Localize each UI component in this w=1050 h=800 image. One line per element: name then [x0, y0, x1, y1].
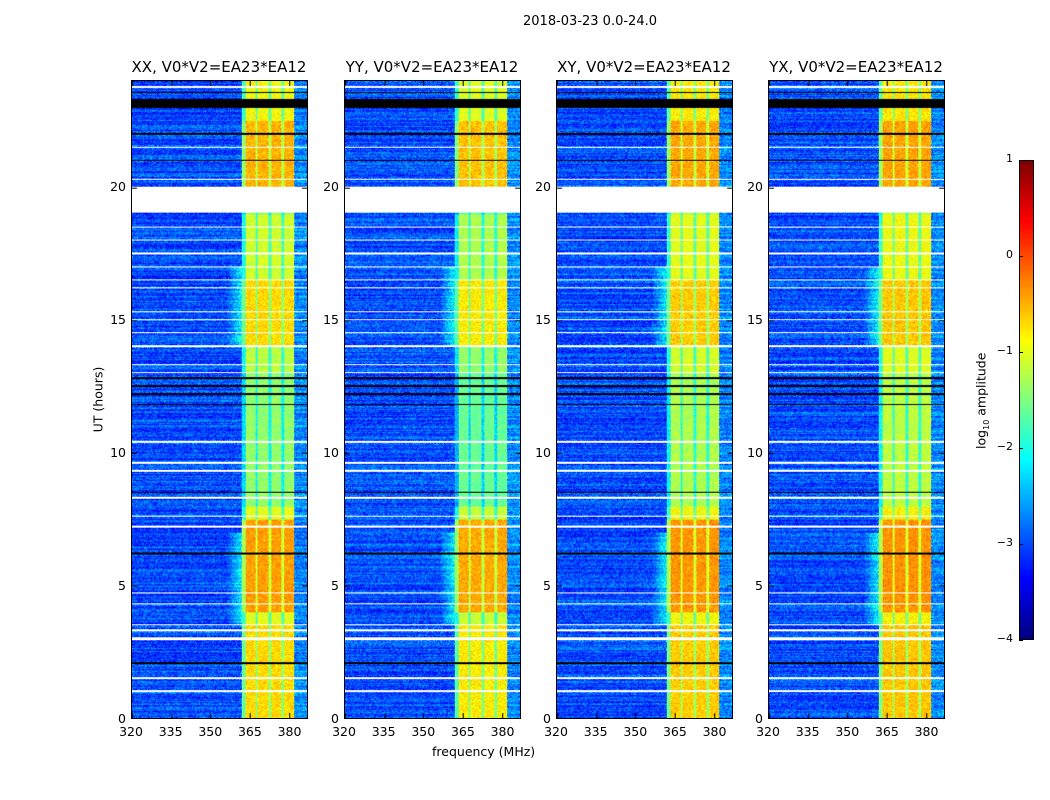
x-tick-label: 335 [371, 724, 396, 739]
colorbar-tick-mark [1019, 544, 1023, 545]
y-tick-label: 10 [535, 444, 551, 460]
colorbar-tick-label: −4 [996, 632, 1013, 645]
x-tick-label: 380 [702, 724, 727, 739]
x-tick-label: 365 [450, 724, 475, 739]
y-tick-label: 0 [543, 711, 551, 726]
x-tick-label: 350 [411, 724, 436, 739]
y-axis-label: UT (hours) [90, 366, 106, 433]
panel-title: XX, V0*V2=EA23*EA12 [131, 58, 307, 76]
x-tick-label: 365 [874, 724, 899, 739]
x-tick-label: 365 [662, 724, 687, 739]
x-tick-label: 335 [583, 724, 608, 739]
y-tick-label: 20 [747, 178, 763, 194]
x-tick-label: 350 [198, 724, 223, 739]
colorbar-tick-mark [1019, 352, 1023, 353]
spectrogram-panel [556, 80, 733, 719]
spectrogram-panel [131, 80, 308, 719]
y-tick-label: 0 [755, 711, 763, 726]
y-tick-label: 20 [323, 178, 339, 194]
y-tick-label: 15 [747, 311, 763, 327]
y-tick-label: 5 [755, 577, 763, 593]
x-tick-label: 350 [623, 724, 648, 739]
y-tick-label: 10 [747, 444, 763, 460]
colorbar-tick-mark [1019, 448, 1023, 449]
spectrogram-panel [344, 80, 521, 719]
y-tick-label: 15 [110, 311, 126, 327]
colorbar [1019, 160, 1034, 640]
y-tick-label: 5 [543, 577, 551, 593]
colorbar-tick-label: 1 [1006, 152, 1013, 165]
colorbar-tick-label: −1 [996, 344, 1013, 357]
colorbar-tick-label: −2 [996, 440, 1013, 453]
figure-title: 2018-03-23 0.0-24.0 [523, 14, 657, 29]
panel-title: YX, V0*V2=EA23*EA12 [769, 58, 943, 76]
y-tick-label: 10 [323, 444, 339, 460]
colorbar-tick-label: −3 [996, 536, 1013, 549]
colorbar-tick-mark [1019, 256, 1023, 257]
spectrogram-image [557, 81, 732, 718]
y-tick-label: 5 [118, 577, 126, 593]
colorbar-tick-mark [1019, 160, 1023, 161]
x-tick-label: 380 [490, 724, 515, 739]
y-tick-label: 20 [110, 178, 126, 194]
y-tick-label: 10 [110, 444, 126, 460]
y-tick-label: 0 [331, 711, 339, 726]
x-tick-label: 335 [795, 724, 820, 739]
x-tick-label: 320 [544, 724, 568, 739]
x-tick-label: 365 [237, 724, 262, 739]
y-tick-label: 5 [331, 577, 339, 593]
x-tick-label: 320 [756, 724, 780, 739]
x-tick-label: 380 [914, 724, 939, 739]
x-tick-label: 335 [158, 724, 183, 739]
y-tick-label: 15 [535, 311, 551, 327]
x-tick-label: 350 [835, 724, 860, 739]
y-tick-label: 15 [323, 311, 339, 327]
spectrogram-panel [768, 80, 945, 719]
colorbar-tick-label: 0 [1006, 248, 1013, 261]
spectrogram-image [769, 81, 944, 718]
panel-title: YY, V0*V2=EA23*EA12 [345, 58, 519, 76]
spectrogram-image [345, 81, 520, 718]
panel-title: XY, V0*V2=EA23*EA12 [557, 58, 731, 76]
colorbar-tick-mark [1019, 640, 1023, 641]
x-axis-label: frequency (MHz) [432, 744, 536, 759]
y-tick-label: 0 [118, 711, 126, 726]
y-tick-label: 20 [535, 178, 551, 194]
x-tick-label: 380 [277, 724, 302, 739]
x-tick-label: 320 [332, 724, 356, 739]
spectrogram-image [132, 81, 307, 718]
colorbar-label: log10 amplitude [973, 352, 991, 449]
x-tick-label: 320 [119, 724, 143, 739]
